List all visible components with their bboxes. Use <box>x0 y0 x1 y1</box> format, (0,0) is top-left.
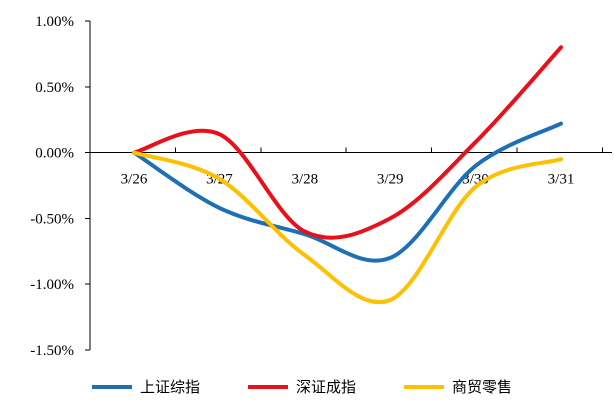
y-tick-label: 0.50% <box>35 80 74 96</box>
legend-item: 深证成指 <box>248 378 356 396</box>
legend-item: 商贸零售 <box>404 378 512 396</box>
series-3 <box>132 150 563 304</box>
legend-label: 深证成指 <box>296 378 356 396</box>
series-line <box>132 45 563 240</box>
series-1 <box>132 121 563 263</box>
y-tick-label: -1.50% <box>30 343 74 359</box>
legend: 上证综指 深证成指 商贸零售 <box>92 378 512 396</box>
x-tick-label: 3/31 <box>548 172 575 188</box>
series-line <box>132 150 563 304</box>
legend-label: 商贸零售 <box>452 378 512 396</box>
y-tick-label: 0.00% <box>35 146 74 162</box>
x-axis: 3/26 3/27 3/28 3/29 3/30 3/31 <box>89 147 612 188</box>
y-tick-label: -0.50% <box>30 211 74 227</box>
legend-label: 上证综指 <box>140 378 200 396</box>
y-tick-label: 1.00% <box>35 14 74 30</box>
x-tick-label: 3/28 <box>291 172 318 188</box>
legend-item: 上证综指 <box>92 378 200 396</box>
x-tick-label: 3/26 <box>121 172 148 188</box>
y-axis: 1.00% 0.50% 0.00% -0.50% -1.00% -1.50% <box>30 14 91 359</box>
x-tick-label: 3/29 <box>377 172 404 188</box>
series-layer <box>132 45 563 304</box>
series-line <box>132 121 563 263</box>
series-2 <box>132 45 563 240</box>
y-tick-label: -1.00% <box>30 277 74 293</box>
